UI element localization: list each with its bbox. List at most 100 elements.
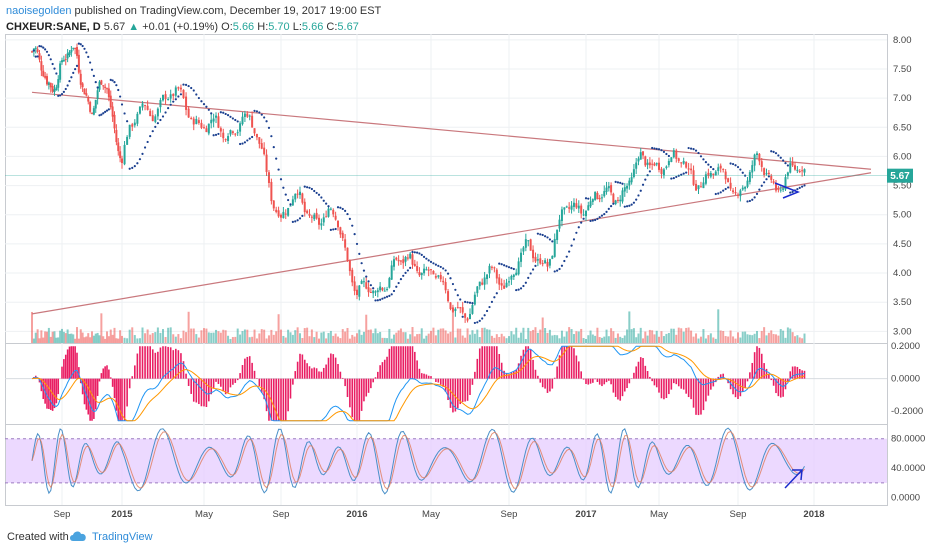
volume-bar [635,337,638,343]
volume-bar [187,311,190,343]
footer: Created with TradingView [0,524,932,550]
psar-dot [174,98,177,101]
macd-histogram-bar [668,378,670,395]
candle-body [386,288,389,290]
macd-histogram-bar [454,378,457,412]
candle-body [498,277,501,285]
macd-axis-label: -0.2000 [891,406,923,417]
candle-body [729,182,732,189]
candle-body [704,174,707,184]
time-axis-label: 2015 [111,509,133,520]
psar-dot [372,287,375,290]
candle-body [442,280,445,283]
macd-histogram-bar [224,378,227,395]
psar-dot [464,300,467,303]
volume-bar [767,332,770,343]
candle-body [374,291,377,293]
psar-dot [205,105,208,108]
candle-body [541,263,544,265]
volume-bar [786,327,789,343]
candle-body [456,307,459,309]
psar-dot [689,147,693,150]
macd-histogram-bar [551,378,554,389]
candle-body [577,205,580,209]
candle-body [425,269,428,271]
psar-dot [62,90,65,93]
volume-bar [532,329,535,343]
psar-dot [367,280,370,283]
volume-bar [386,338,389,343]
macd-histogram-bar [737,378,739,399]
psar-dot [177,95,180,98]
macd-histogram-bar [76,352,78,379]
psar-dot [104,110,107,113]
psar-dot [565,255,568,258]
psar-dot [98,114,101,117]
macd-histogram-bar [532,359,534,379]
macd-histogram-bar [610,378,612,385]
macd-histogram-bar [483,346,486,379]
macd-histogram-bar [594,378,596,380]
psar-dot [416,251,419,254]
publish-text: published on TradingView.com, December 1… [74,5,382,17]
candle-body [786,172,789,176]
candle-body [275,209,278,212]
volume-bar [395,332,398,343]
macd-histogram-bar [292,378,294,385]
volume-bar [40,330,43,343]
psar-dot [402,274,405,277]
psar-dot [133,165,136,168]
psar-dot [635,198,638,201]
macd-histogram-bar [603,378,606,385]
candles [31,43,806,323]
psar-dot [782,159,785,162]
candle-body [605,187,608,193]
volume-bar [503,336,506,343]
psar-dot [117,88,120,92]
candle-body [639,152,642,160]
macd-histogram-bar [653,378,656,386]
stoch-band [5,438,887,484]
volume-bar [461,335,464,343]
candle-body [763,168,766,175]
candle-body [637,158,640,162]
tradingview-cloud-icon[interactable] [68,529,88,543]
volume-bar [594,335,597,343]
psar-dot [182,83,185,86]
candle-body [203,127,205,129]
candle-body [270,181,273,202]
psar-dot [251,135,254,139]
macd-histogram-bar [481,346,483,379]
volume-bar [423,338,426,343]
macd-histogram-bar [457,378,459,409]
psar-dot [404,271,407,275]
volume-bar [136,338,139,343]
author-link[interactable]: naoisegolden [6,5,72,17]
macd-histogram-bar [779,378,782,398]
volume-bar [337,336,339,343]
volume-bar [390,338,393,343]
candle-body [568,207,571,209]
psar-dot [348,217,351,220]
volume-bar [478,337,481,343]
psar-dot [265,120,268,123]
macd-histogram-bar [598,378,601,385]
volume-bar [637,333,640,343]
volume-bar [734,338,737,343]
tradingview-brand-link[interactable]: TradingView [92,531,153,543]
volume-bar [529,331,532,343]
candle-body [96,90,99,100]
macd-histogram-bar [108,369,110,379]
candle-body [600,197,603,199]
psar-dot [243,141,247,144]
psar-dot [298,217,302,220]
psar-dot [381,297,384,300]
psar-dot [765,178,768,181]
candle-body [46,76,48,85]
volume-bar [46,331,48,343]
candle-body [265,154,268,172]
candle-body [353,281,356,292]
candle-body [707,172,710,176]
volume-bar [714,338,717,343]
candle-body [151,115,154,122]
